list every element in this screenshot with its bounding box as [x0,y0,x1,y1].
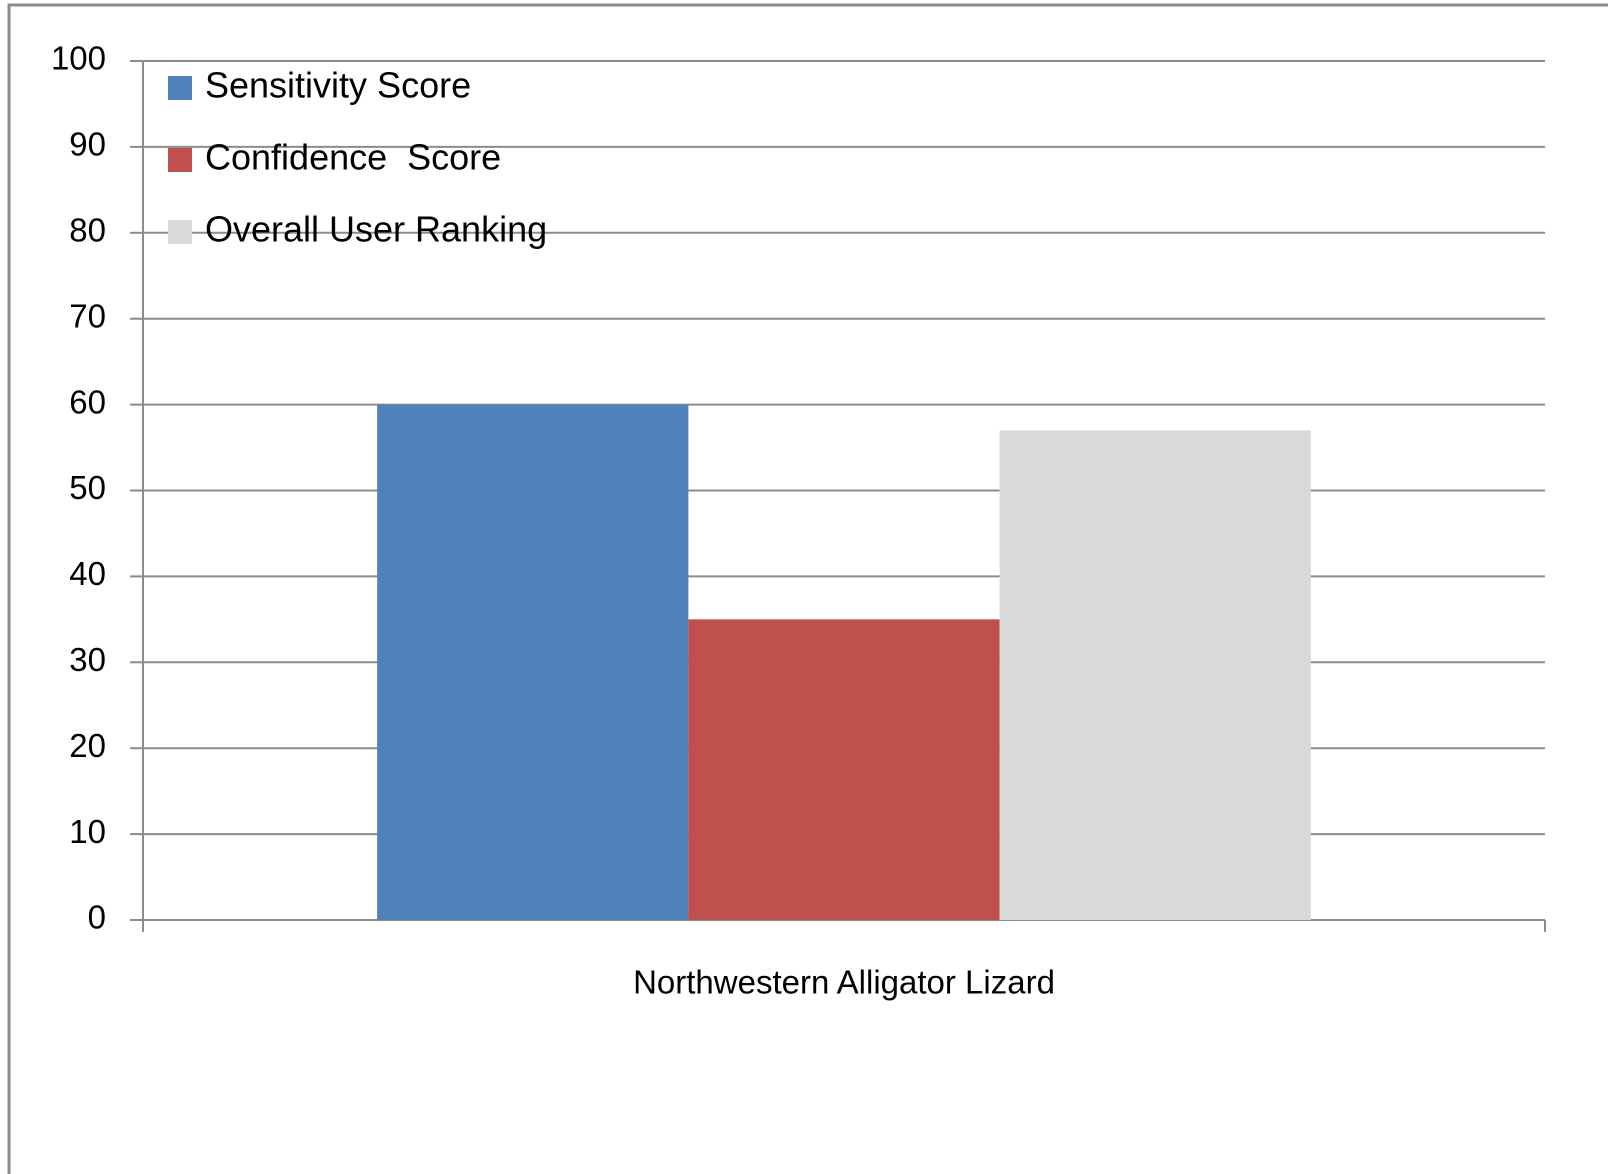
y-tick-label: 80 [69,212,106,249]
y-tick-label: 60 [69,383,106,420]
legend-swatch [168,220,192,244]
chart-frame [7,3,1608,1174]
y-tick-label: 0 [88,899,106,936]
y-tick-label: 50 [69,469,106,506]
bar [999,430,1311,920]
y-tick-label: 40 [69,555,106,592]
y-tick-label: 20 [69,727,106,764]
y-tick-label: 70 [69,297,106,334]
bar [688,619,1000,920]
legend-label: Overall User Ranking [205,209,547,250]
y-tick-label: 30 [69,641,106,678]
y-tick-label: 100 [51,40,106,77]
bar [377,404,689,921]
legend-swatch [168,148,192,172]
legend-label: Sensitivity Score [205,65,471,106]
x-tick-label: Northwestern Alligator Lizard [633,964,1055,1001]
legend-label: Confidence Score [205,137,501,178]
y-tick-label: 10 [69,813,106,850]
legend-swatch [168,76,192,100]
y-tick-label: 90 [69,126,106,163]
